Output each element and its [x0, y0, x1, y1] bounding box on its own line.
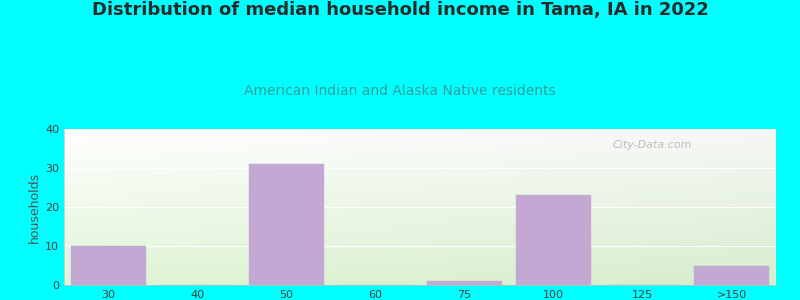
Bar [516, 195, 591, 285]
Y-axis label: households: households [28, 171, 41, 243]
Bar [249, 164, 324, 285]
Bar [694, 266, 770, 285]
Bar [70, 246, 146, 285]
Bar [426, 281, 502, 285]
Text: Distribution of median household income in Tama, IA in 2022: Distribution of median household income … [91, 2, 709, 20]
Text: City-Data.com: City-Data.com [612, 140, 692, 150]
Text: American Indian and Alaska Native residents: American Indian and Alaska Native reside… [244, 84, 556, 98]
